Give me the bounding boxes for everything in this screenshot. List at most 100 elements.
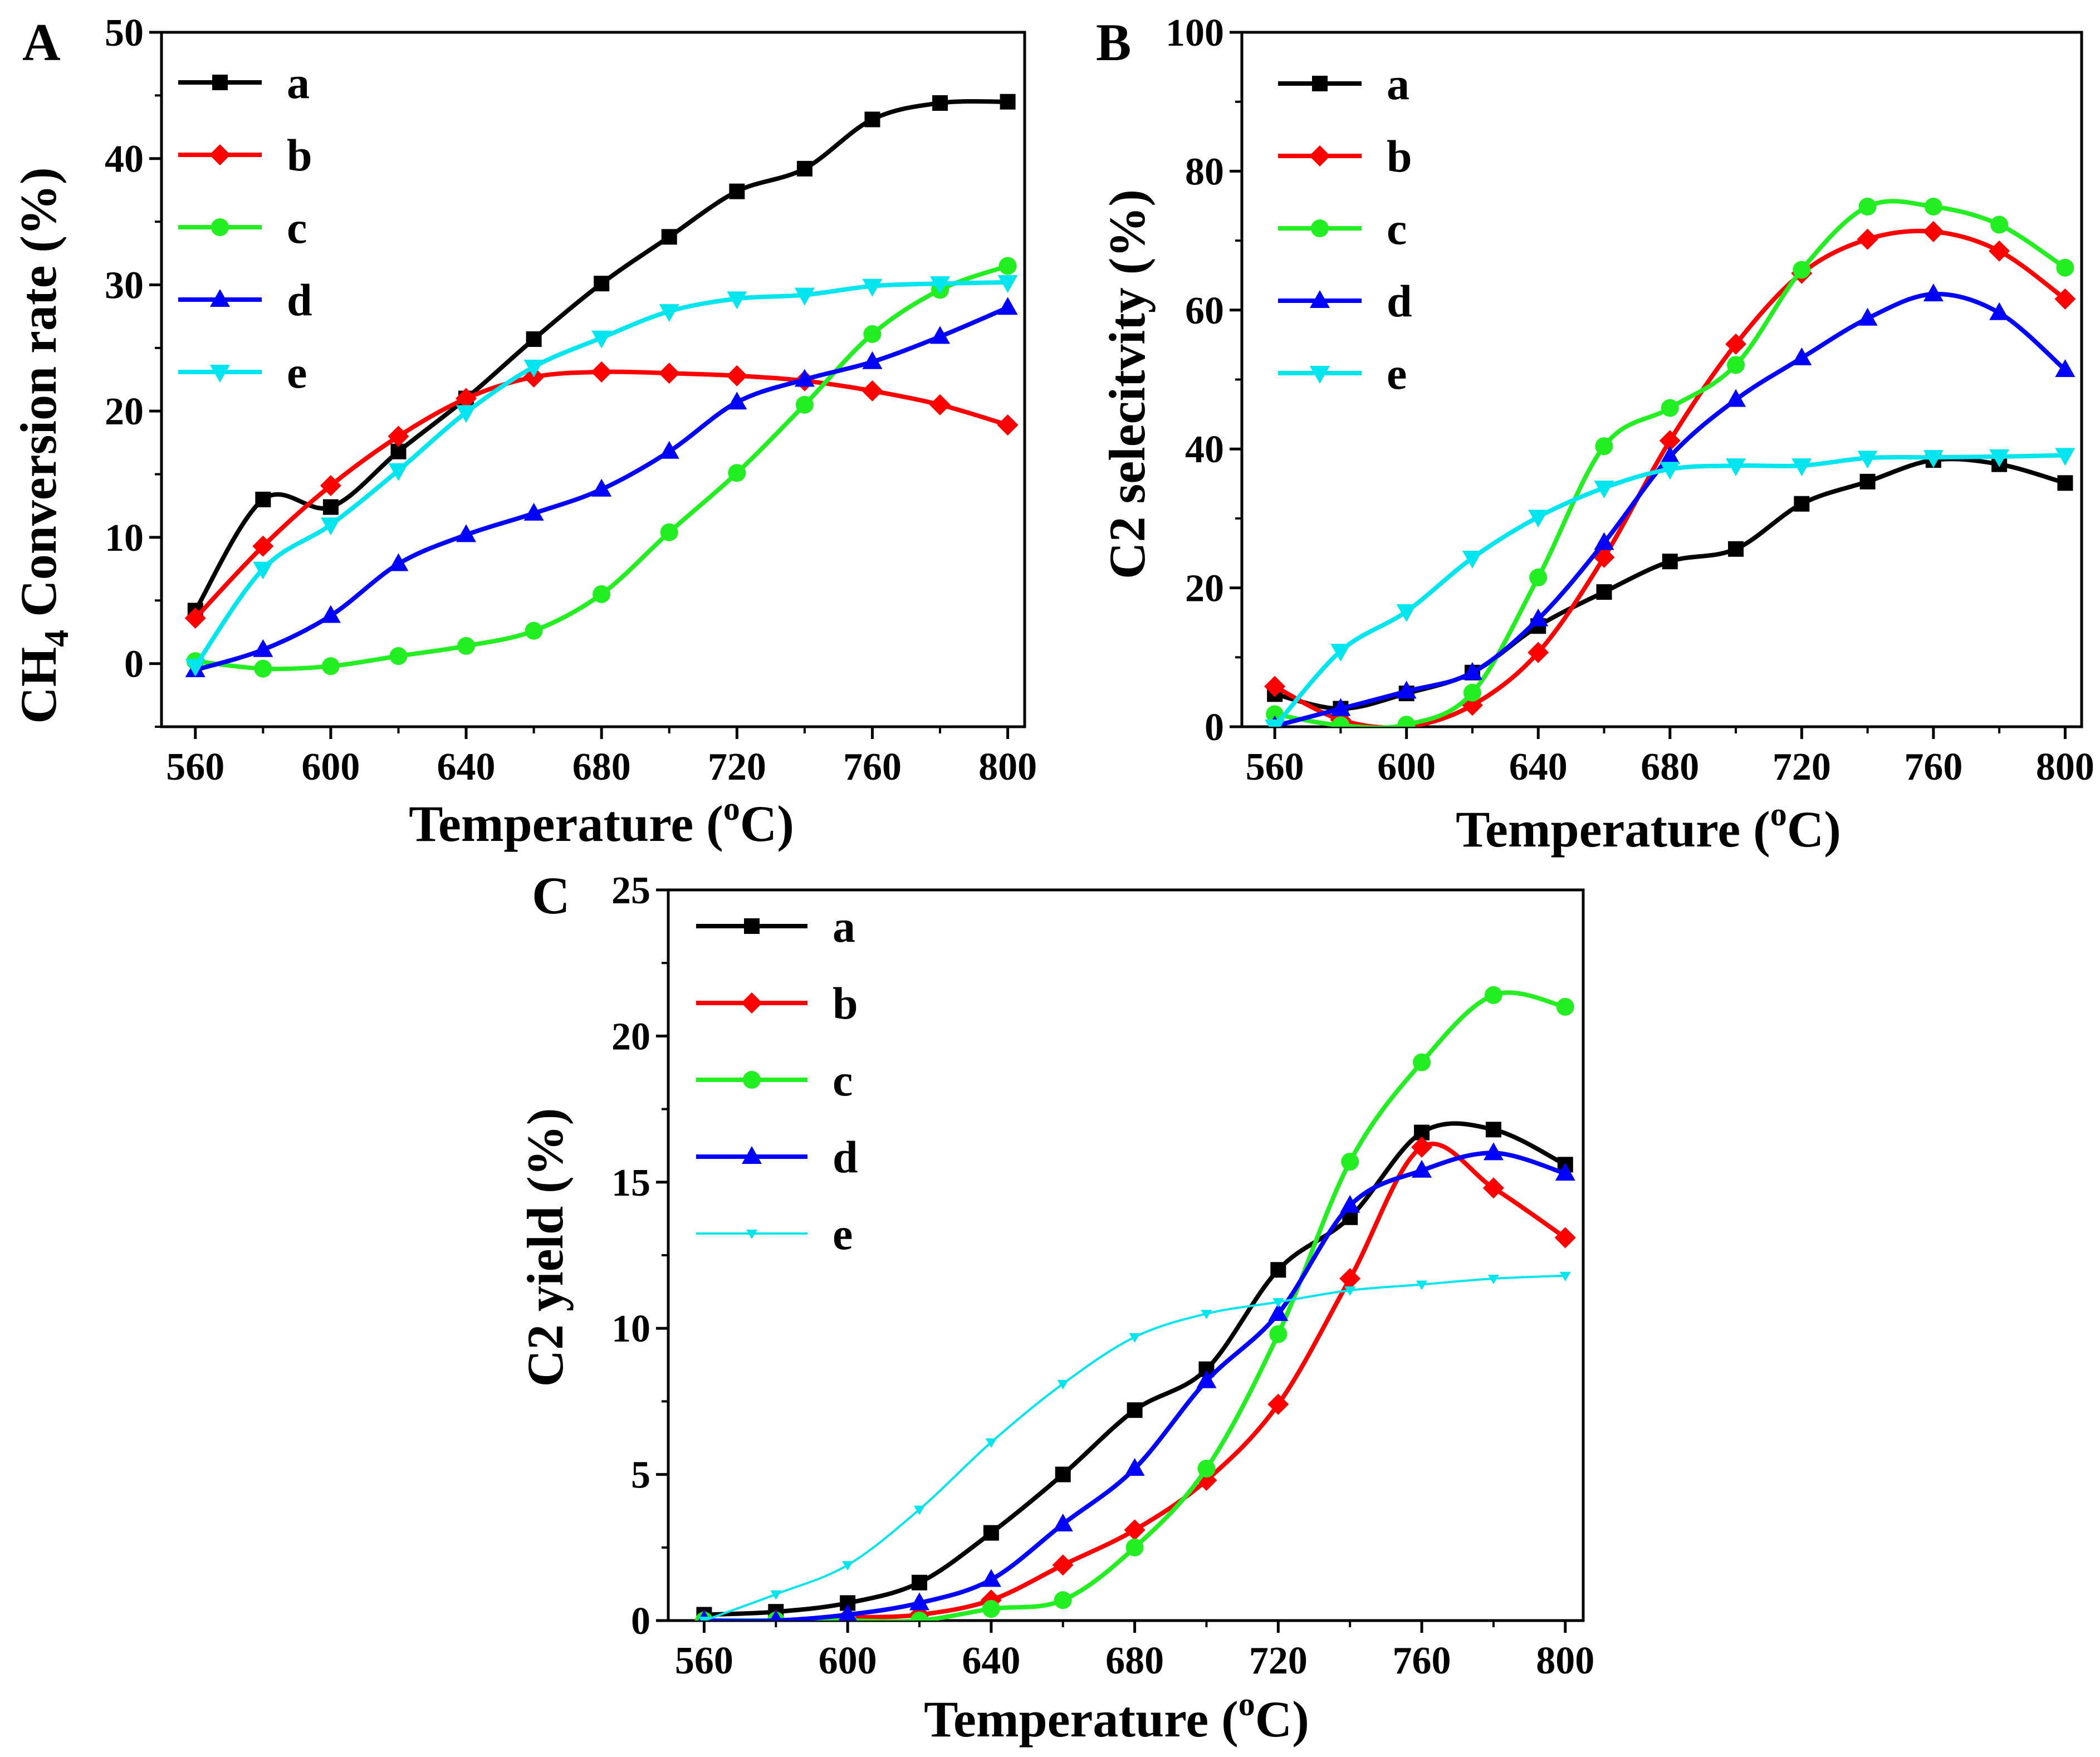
y-tick-label-c: 10 bbox=[611, 1308, 650, 1350]
data-point-c bbox=[1661, 399, 1679, 417]
data-point-d bbox=[1124, 1458, 1145, 1476]
legend-label-b: b bbox=[1387, 131, 1412, 182]
x-axis-title-a: Temperature (oC) bbox=[409, 790, 794, 852]
data-point-e bbox=[727, 291, 747, 310]
data-point-a bbox=[1596, 584, 1612, 600]
data-point-b bbox=[252, 535, 274, 557]
legend-marker-a bbox=[744, 918, 760, 934]
data-point-c bbox=[1858, 197, 1877, 216]
y-tick-label-b: 100 bbox=[1166, 12, 1224, 55]
data-point-e bbox=[1791, 458, 1812, 477]
data-point-a bbox=[796, 160, 812, 177]
x-tick-label-b: 600 bbox=[1377, 746, 1436, 789]
data-point-e bbox=[985, 1438, 997, 1448]
axes-frame-b bbox=[1240, 31, 2083, 728]
y-tick-label-b: 0 bbox=[1205, 706, 1224, 749]
data-point-b bbox=[1554, 1227, 1576, 1249]
x-tick-label-b: 560 bbox=[1246, 746, 1304, 789]
chart-panel-c: C C2 yield (%) Temperature (oC) bbox=[517, 866, 1309, 1748]
x-tick-label-c: 600 bbox=[819, 1639, 877, 1682]
y-axis-title-c: C2 yield (%) bbox=[517, 1108, 574, 1387]
data-point-a bbox=[1000, 94, 1016, 110]
data-point-e bbox=[1057, 1379, 1069, 1389]
data-point-d bbox=[1923, 283, 1944, 302]
data-point-a bbox=[932, 95, 948, 111]
data-point-d bbox=[930, 326, 951, 344]
x-tick-label-c: 640 bbox=[962, 1639, 1020, 1682]
data-point-d bbox=[1528, 608, 1549, 627]
x-tick-label-b: 720 bbox=[1773, 746, 1831, 789]
y-axis-title-a: CH4 Conversion rate (%) bbox=[10, 167, 76, 723]
data-point-a bbox=[983, 1525, 999, 1541]
data-point-d bbox=[1053, 1513, 1073, 1531]
x-tick-label-a: 800 bbox=[978, 746, 1037, 789]
data-point-e bbox=[794, 287, 815, 306]
x-tick-label-b: 680 bbox=[1641, 746, 1699, 789]
panel-letter-c: C bbox=[532, 866, 570, 925]
y-tick-label-a: 30 bbox=[105, 264, 144, 307]
data-point-c bbox=[2056, 258, 2074, 277]
data-point-d bbox=[1196, 1370, 1217, 1388]
y-tick-label-a: 50 bbox=[105, 12, 144, 55]
x-tick-label-a: 560 bbox=[166, 746, 224, 789]
data-point-a bbox=[1662, 554, 1678, 570]
data-point-b bbox=[591, 361, 613, 383]
data-point-b bbox=[658, 363, 680, 384]
y-tick-label-a: 10 bbox=[105, 517, 144, 560]
legend-label-a: a bbox=[1387, 58, 1409, 109]
data-point-d bbox=[1857, 307, 1878, 326]
data-point-e bbox=[1129, 1333, 1140, 1343]
y-axis-title-b: C2 selecitvity (%) bbox=[1099, 189, 1156, 579]
data-point-e bbox=[659, 304, 679, 322]
data-point-c bbox=[998, 257, 1017, 275]
legend-marker-a bbox=[212, 75, 228, 90]
data-point-e bbox=[1726, 458, 1746, 477]
data-point-d bbox=[2055, 359, 2075, 378]
data-point-e bbox=[320, 517, 341, 536]
data-point-d bbox=[838, 1604, 857, 1621]
data-point-b bbox=[1124, 1519, 1146, 1541]
data-point-b bbox=[1725, 333, 1747, 355]
data-point-d bbox=[1555, 1163, 1575, 1181]
data-point-a bbox=[912, 1574, 928, 1590]
data-point-b bbox=[726, 365, 748, 386]
y-tick-label-c: 25 bbox=[611, 869, 650, 912]
y-tick-label-b: 40 bbox=[1185, 428, 1224, 471]
data-point-c bbox=[795, 395, 814, 414]
data-point-c bbox=[1332, 716, 1350, 727]
panel-letter-b: B bbox=[1096, 13, 1131, 72]
y-tick-label-c: 20 bbox=[611, 1015, 650, 1058]
data-point-c bbox=[1397, 716, 1416, 727]
data-point-b bbox=[1528, 642, 1549, 663]
data-point-e bbox=[1989, 449, 2010, 467]
data-point-b bbox=[861, 380, 883, 402]
data-point-c bbox=[1924, 197, 1942, 216]
data-point-a bbox=[255, 491, 271, 507]
data-point-c bbox=[1529, 568, 1548, 586]
x-tick-label-b: 800 bbox=[2036, 746, 2094, 789]
series-line-e bbox=[1273, 453, 2065, 727]
y-tick-label-a: 40 bbox=[105, 138, 144, 181]
data-point-e bbox=[914, 1505, 926, 1515]
data-point-c bbox=[863, 325, 882, 343]
chart-panel-b: B C2 selecitvity (%) Temperature (oC) bbox=[1096, 13, 1841, 858]
data-point-b bbox=[1052, 1554, 1074, 1576]
x-tick-label-c: 560 bbox=[675, 1639, 733, 1682]
data-point-d bbox=[1660, 446, 1680, 464]
data-point-d bbox=[1268, 1303, 1289, 1321]
data-point-c bbox=[660, 523, 678, 541]
legend-label-e: e bbox=[287, 347, 307, 398]
data-point-c bbox=[728, 464, 746, 482]
data-point-c bbox=[1595, 437, 1613, 456]
legend-label-c: c bbox=[287, 202, 307, 253]
data-point-c bbox=[457, 637, 476, 655]
data-point-e bbox=[1923, 450, 1944, 468]
data-point-b bbox=[1339, 1267, 1361, 1289]
x-axis-title-b: Temperature (oC) bbox=[1456, 796, 1841, 858]
legend-label-a: a bbox=[833, 901, 855, 952]
x-tick-label-c: 720 bbox=[1249, 1639, 1308, 1682]
data-point-b bbox=[1264, 676, 1286, 697]
data-point-d bbox=[1340, 1195, 1360, 1213]
data-point-d bbox=[1594, 532, 1614, 550]
legend-marker-b bbox=[741, 992, 762, 1014]
